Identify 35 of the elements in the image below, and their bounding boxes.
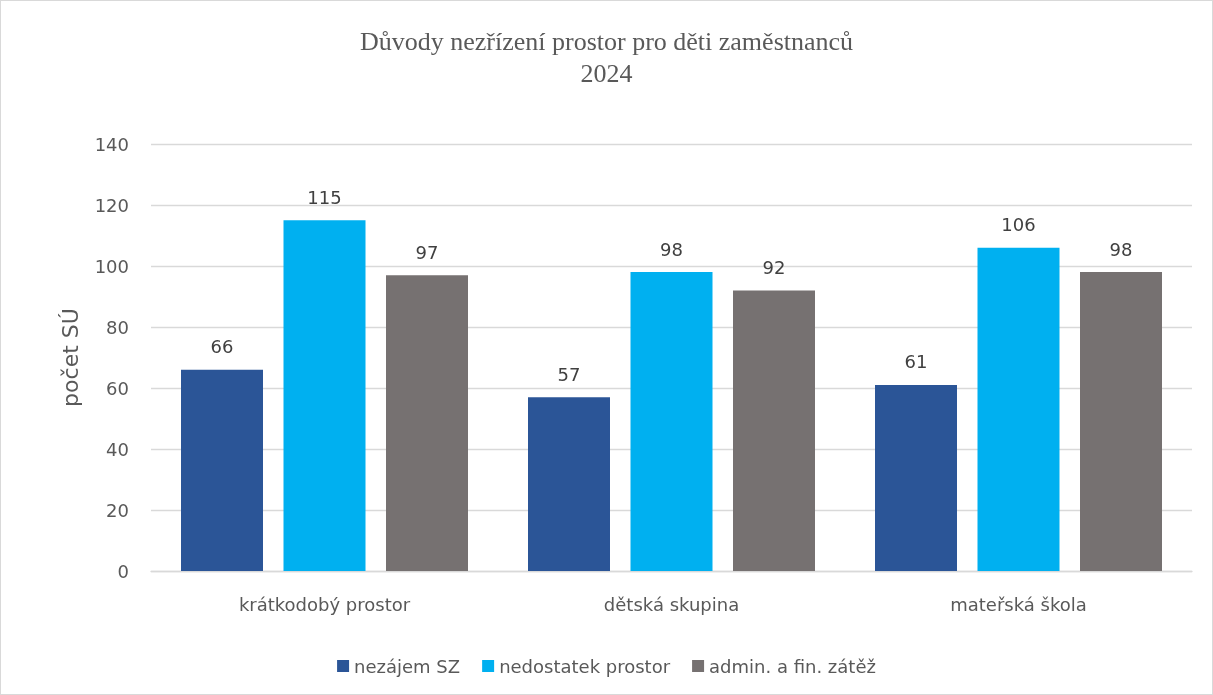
y-tick-label: 40 — [106, 438, 129, 460]
bar — [1080, 272, 1162, 571]
data-label: 106 — [1001, 214, 1036, 236]
y-tick-label: 60 — [106, 377, 129, 399]
data-label: 92 — [762, 256, 786, 278]
data-label: 57 — [557, 363, 581, 385]
legend-label: nezájem SZ — [354, 655, 461, 677]
y-tick-label: 100 — [94, 255, 129, 277]
bar — [977, 247, 1060, 571]
data-label: 98 — [660, 238, 683, 260]
bar — [733, 290, 815, 571]
bar — [528, 397, 610, 571]
x-tick-label: dětská skupina — [603, 593, 740, 615]
data-label: 61 — [904, 351, 928, 373]
x-tick-label: krátkodobý prostor — [238, 593, 411, 615]
data-label: 97 — [415, 241, 439, 263]
y-tick-label: 120 — [94, 194, 129, 216]
bar — [875, 384, 957, 571]
bar — [630, 272, 713, 571]
data-label: 66 — [210, 336, 234, 358]
legend-label: admin. a fin. zátěž — [709, 655, 876, 677]
data-label: 115 — [307, 186, 342, 208]
bar — [181, 369, 263, 571]
data-label: 98 — [1109, 238, 1133, 260]
y-axis-title: počet SÚ — [57, 308, 83, 407]
chart-subtitle: 2024 — [580, 58, 633, 88]
y-tick-label: 140 — [94, 133, 129, 155]
x-tick-label: mateřská škola — [950, 593, 1087, 615]
legend-label: nedostatek prostor — [499, 655, 671, 677]
y-tick-label: 0 — [117, 560, 129, 582]
y-tick-label: 20 — [106, 499, 129, 521]
chart-title: Důvody nezřízení prostor pro děti zaměstnanců — [359, 26, 854, 56]
bar — [386, 275, 468, 571]
y-tick-label: 80 — [106, 316, 129, 338]
bar — [283, 220, 366, 571]
